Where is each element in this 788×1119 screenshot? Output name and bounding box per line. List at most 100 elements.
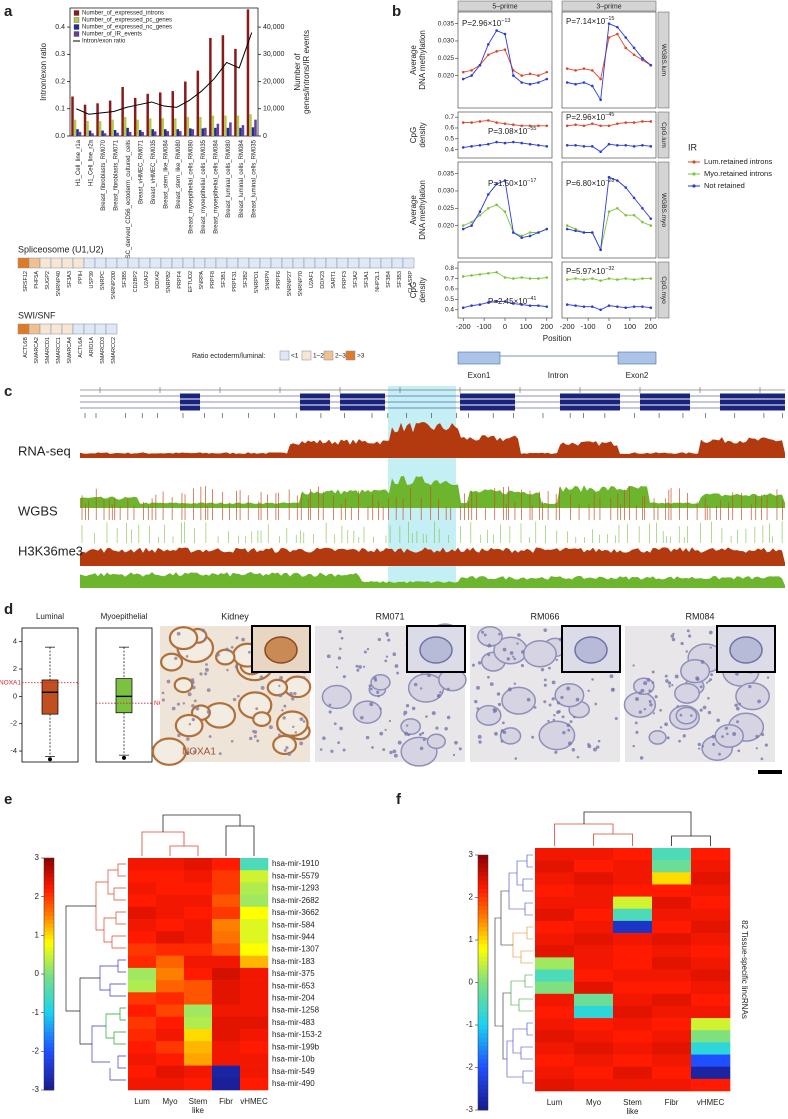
heat-cell (184, 1016, 213, 1030)
nucleus (701, 745, 705, 748)
row-label: hsa-mir-1293 (272, 884, 320, 893)
profile-point (470, 220, 473, 224)
nucleus (342, 748, 346, 752)
heat-cell (691, 1005, 731, 1019)
nucleus (712, 742, 716, 746)
nucleus (335, 666, 339, 669)
heat-cell (691, 896, 731, 910)
nucleus (699, 685, 703, 689)
y-axis-label: Intron/exon ratio (39, 43, 48, 101)
heat-cell (240, 906, 269, 920)
colorbar-segment (478, 859, 488, 864)
heat-cell (574, 1042, 614, 1055)
nucleus (567, 741, 572, 746)
y-tick-label: 2 (13, 664, 17, 673)
profile-point (641, 143, 644, 147)
heat-cell (613, 884, 653, 897)
column-label: Fibr (665, 1098, 679, 1107)
tissue-structure (477, 625, 503, 647)
profile-point (574, 69, 577, 72)
colorbar-segment (478, 1084, 488, 1090)
p-value-exponent: −28 (605, 178, 614, 184)
nucleus (514, 757, 518, 760)
profile-point (461, 146, 465, 149)
x-tick-label: -100 (581, 322, 596, 331)
nucleus (760, 757, 764, 761)
nucleus (342, 675, 346, 679)
colorbar-segment (44, 1059, 54, 1064)
nucleus (439, 691, 442, 694)
colorbar-segment (44, 1024, 54, 1029)
row-label: hsa-mir-584 (272, 920, 315, 929)
heat-cell (128, 858, 157, 871)
heat-cell (156, 967, 185, 981)
y-tick-label: 0.6 (445, 286, 454, 293)
profile-point (616, 305, 619, 308)
colorbar-segment (478, 940, 488, 945)
gene-label: SMARCC2 (111, 337, 117, 364)
heat-cell (691, 1018, 731, 1031)
nucleus (748, 684, 752, 689)
y2-tick-label: 20,000 (263, 78, 285, 85)
colorbar-tick-label: 2 (469, 893, 474, 902)
heat-cell (613, 920, 653, 934)
nucleus (664, 722, 668, 727)
heat-cell (184, 931, 213, 944)
heat-cell (212, 992, 241, 1005)
y-tick-label: 0.6 (445, 125, 454, 132)
profile-point (461, 121, 465, 124)
colorbar-tick-label: 1 (35, 930, 40, 939)
facet-frame (561, 261, 657, 319)
nucleus (648, 700, 652, 703)
nucleus (487, 675, 490, 679)
profile-point (582, 305, 586, 308)
y-tick-label: 0.2 (55, 78, 65, 85)
heat-cell (613, 1030, 653, 1043)
box-title: Myoepithelial (101, 612, 148, 621)
nucleus (696, 677, 700, 681)
nucleus (595, 745, 600, 749)
heat-cell (691, 981, 731, 995)
heat-cell (652, 920, 692, 934)
micrograph (470, 625, 621, 762)
profile-point (520, 303, 524, 306)
tissue-structure (252, 711, 272, 728)
gene-label: SMARCC1 (56, 337, 62, 364)
nucleus (369, 687, 373, 691)
profile-point (607, 175, 611, 179)
profile-point (616, 122, 619, 125)
colorbar-segment (478, 1105, 488, 1111)
profile-point (574, 82, 577, 86)
bar (126, 127, 129, 136)
gene-label: SMARCA4 (67, 337, 73, 364)
heat-cell (535, 920, 575, 934)
gene-exon (720, 399, 785, 405)
nucleus (659, 708, 662, 712)
nucleus (487, 653, 491, 657)
profile-point (503, 179, 507, 182)
colorbar-segment (478, 995, 488, 1000)
nucleus (427, 673, 431, 678)
gene-exon (340, 399, 385, 405)
nucleus (543, 683, 547, 687)
nucleus (377, 637, 382, 642)
ratio-cell (61, 323, 74, 335)
x-tick-label: Breast_stem_like_RM084 (164, 139, 170, 208)
nucleus (374, 678, 378, 682)
colorbar-segment (44, 900, 54, 905)
heat-cell (240, 1065, 269, 1079)
nucleus (686, 629, 690, 633)
ratio-cell (105, 323, 118, 335)
nucleus (368, 684, 372, 687)
legend-title: Ratio ectoderm/luminal: (192, 353, 266, 360)
profile-point (545, 227, 549, 231)
colorbar-segment (478, 961, 488, 966)
gene-label: SNRNP40 (56, 271, 62, 296)
bar (116, 132, 119, 136)
profile-point (512, 74, 515, 77)
y-tick-label: 0.4 (445, 307, 454, 314)
x-tick-label: H1_Cell_line_r2a (88, 139, 94, 186)
heat-cell (613, 848, 653, 861)
profile-point (616, 143, 619, 147)
nucleus (506, 657, 510, 661)
